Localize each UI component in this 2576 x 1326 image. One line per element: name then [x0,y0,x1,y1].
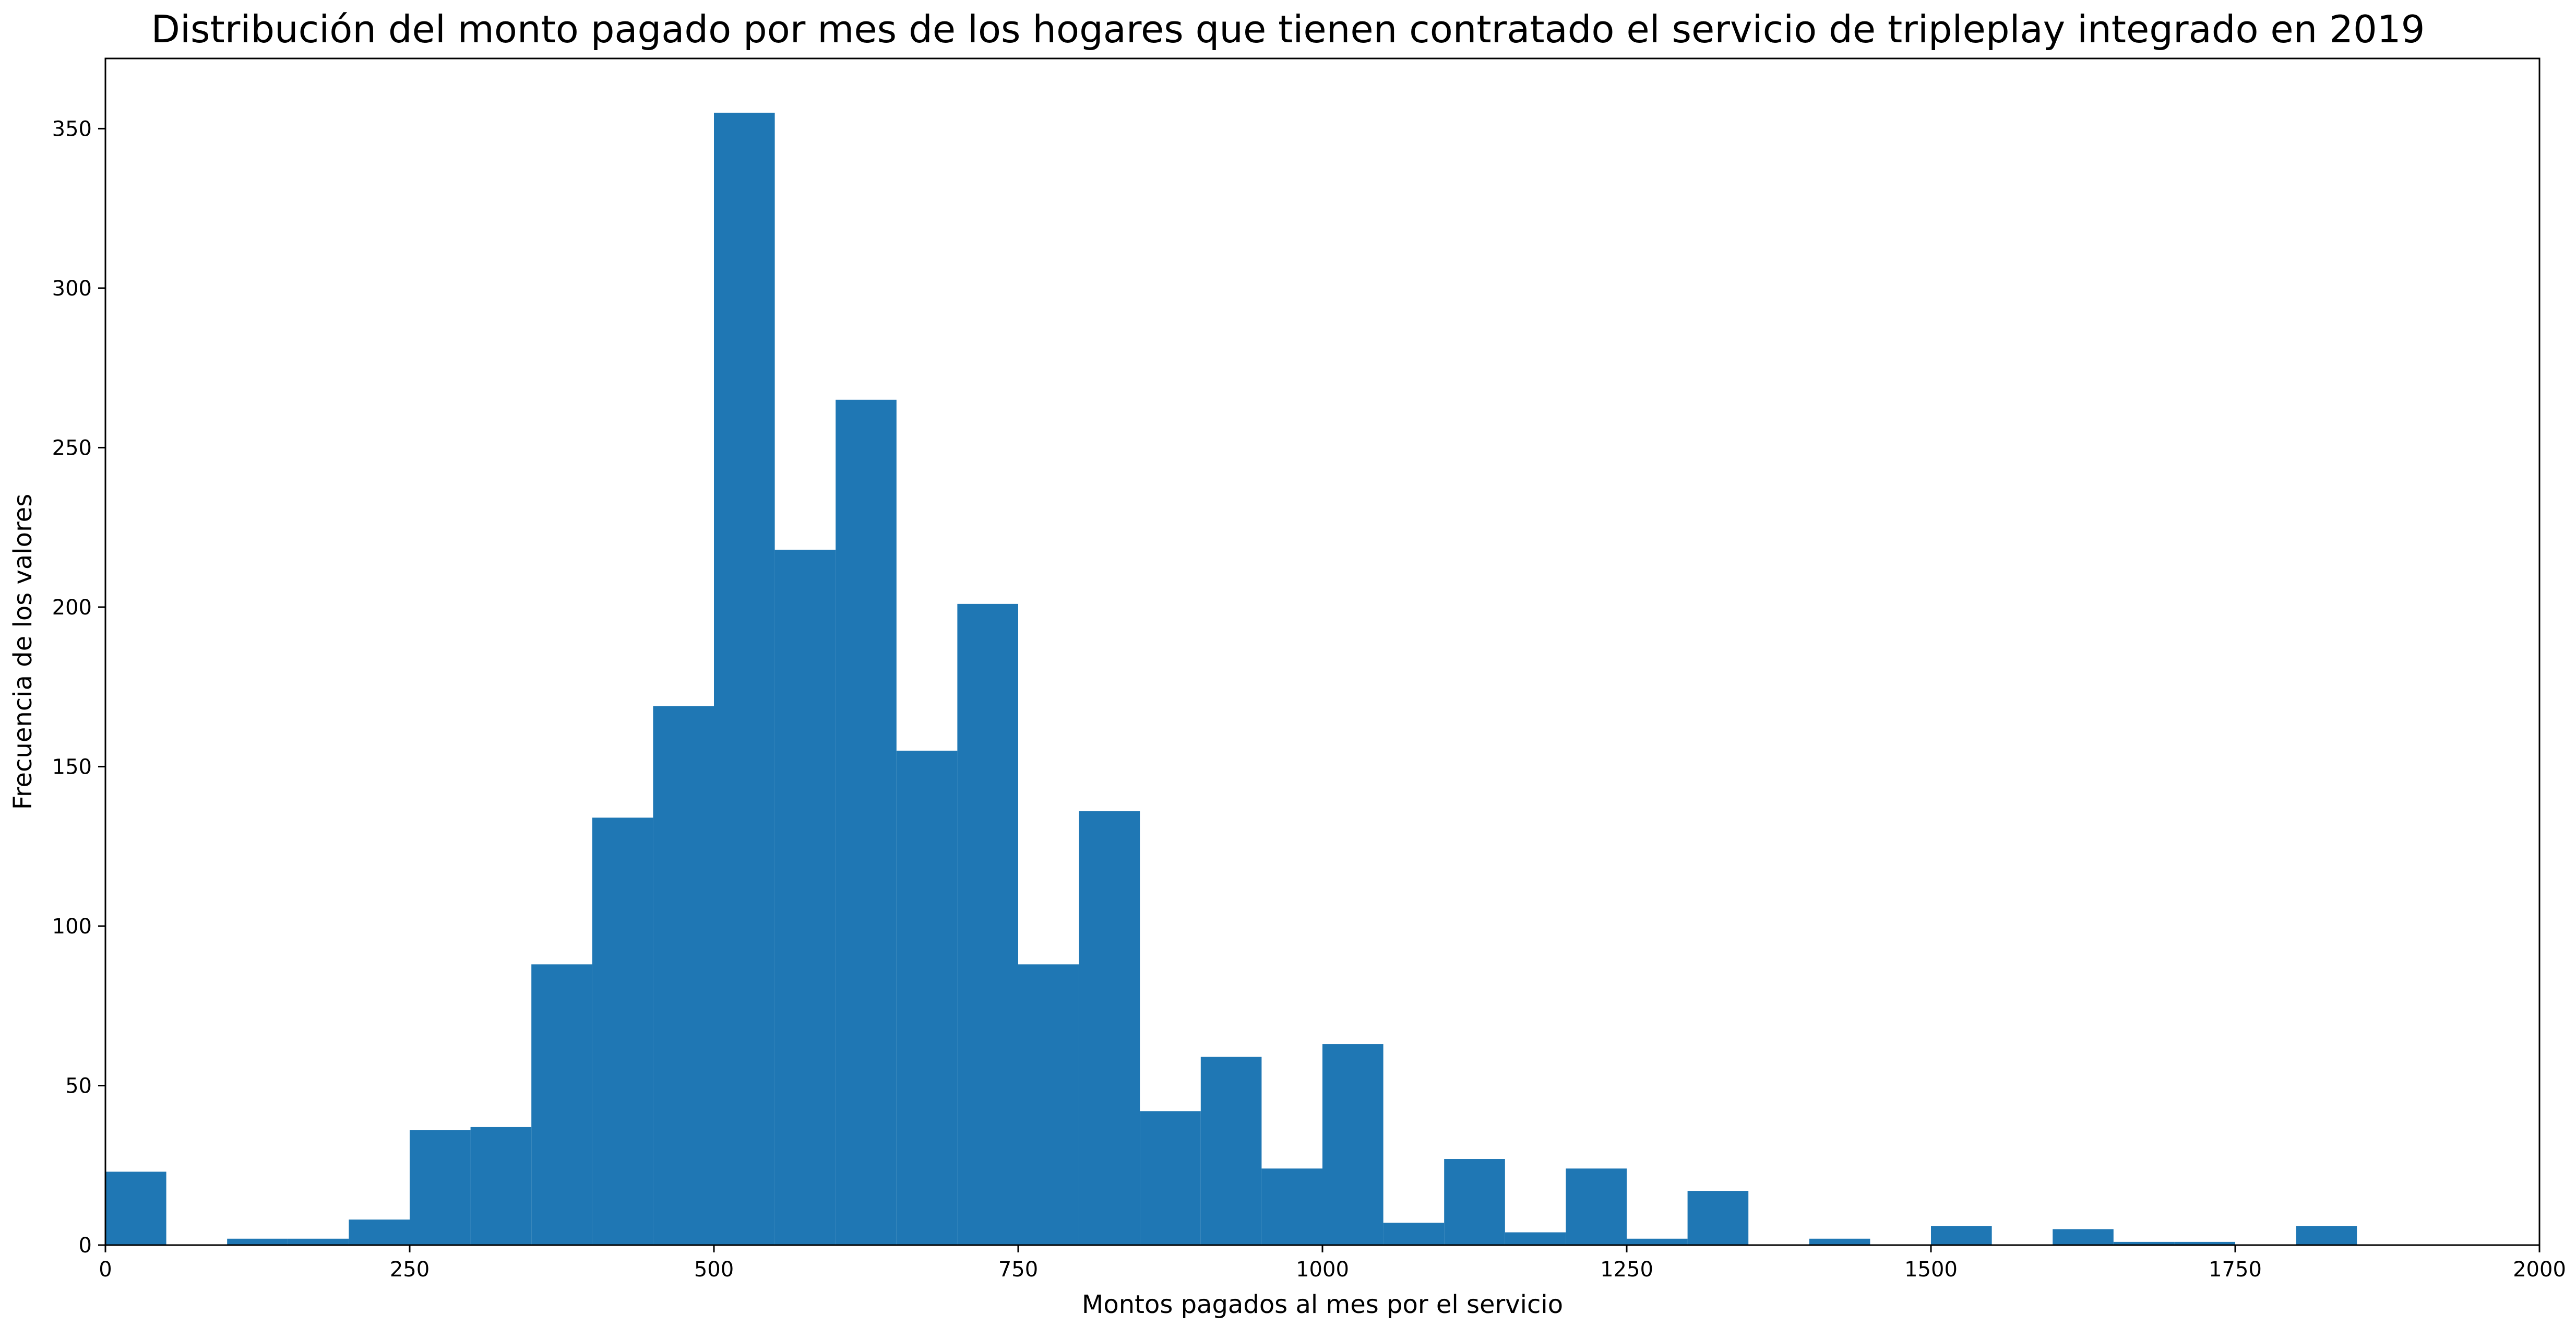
plot-frame [104,57,2541,1246]
histogram-bar [2053,1229,2114,1245]
y-tick-label: 300 [52,277,92,301]
histogram-bar [774,549,836,1245]
histogram-bar [1931,1226,1992,1245]
histogram-bar [531,964,592,1245]
y-tick-label: 100 [52,915,92,939]
histogram-bar [1627,1238,1688,1245]
y-tick-label: 50 [65,1074,92,1098]
bars-group [105,112,2357,1246]
chart-title: Distribución del monto pagado por mes de… [151,7,2425,51]
histogram-bar [1140,1111,1201,1245]
histogram-bar [227,1238,288,1245]
x-tick-label: 2000 [2513,1258,2566,1282]
histogram-bar [1383,1223,1445,1245]
histogram-bar [105,1171,166,1245]
histogram-bar [288,1238,349,1245]
x-tick-label: 1750 [2209,1258,2262,1282]
histogram-bar [896,750,958,1245]
y-tick-label: 0 [79,1234,92,1258]
histogram-bar [1809,1238,1870,1245]
x-tick-label: 1000 [1296,1258,1349,1282]
histogram-bar [2174,1241,2235,1245]
histogram-bar [1322,1044,1384,1245]
y-axis-ticks: 0 50 100 150 200 250 300 350 [52,117,105,1258]
histogram-bar [2296,1226,2357,1245]
histogram-bar [410,1130,471,1245]
y-axis-label: Frecuencia de los valores [8,494,38,810]
x-tick-label: 750 [998,1258,1038,1282]
x-tick-label: 1250 [1600,1258,1653,1282]
x-tick-label: 250 [390,1258,430,1282]
y-tick-label: 200 [52,596,92,620]
histogram-bar [2113,1241,2175,1245]
histogram-bar [836,399,897,1246]
x-tick-label: 1500 [1904,1258,1958,1282]
histogram-bar [957,603,1018,1245]
histogram-bar [1444,1159,1505,1245]
histogram-bar [1018,964,1079,1245]
x-axis-ticks: 0 250 500 750 1000 1250 1500 1750 2000 [99,1245,2566,1282]
histogram-bar [714,112,775,1246]
x-axis-label: Montos pagados al mes por el servicio [1082,1290,1563,1319]
histogram-bar [470,1127,532,1245]
histogram-bar [653,706,714,1245]
histogram-bar [1566,1168,1627,1245]
histogram-bar [1079,811,1140,1245]
x-tick-label: 500 [694,1258,734,1282]
histogram-bar [1505,1232,1566,1245]
histogram-bar [1200,1057,1262,1245]
y-tick-label: 350 [52,117,92,141]
x-tick-label: 0 [99,1258,112,1282]
y-tick-label: 150 [52,755,92,779]
histogram-bar [592,818,653,1245]
histogram-bar [1261,1168,1322,1245]
histogram-bar [349,1220,410,1245]
histogram-bar [1687,1191,1749,1245]
y-tick-label: 250 [52,436,92,460]
